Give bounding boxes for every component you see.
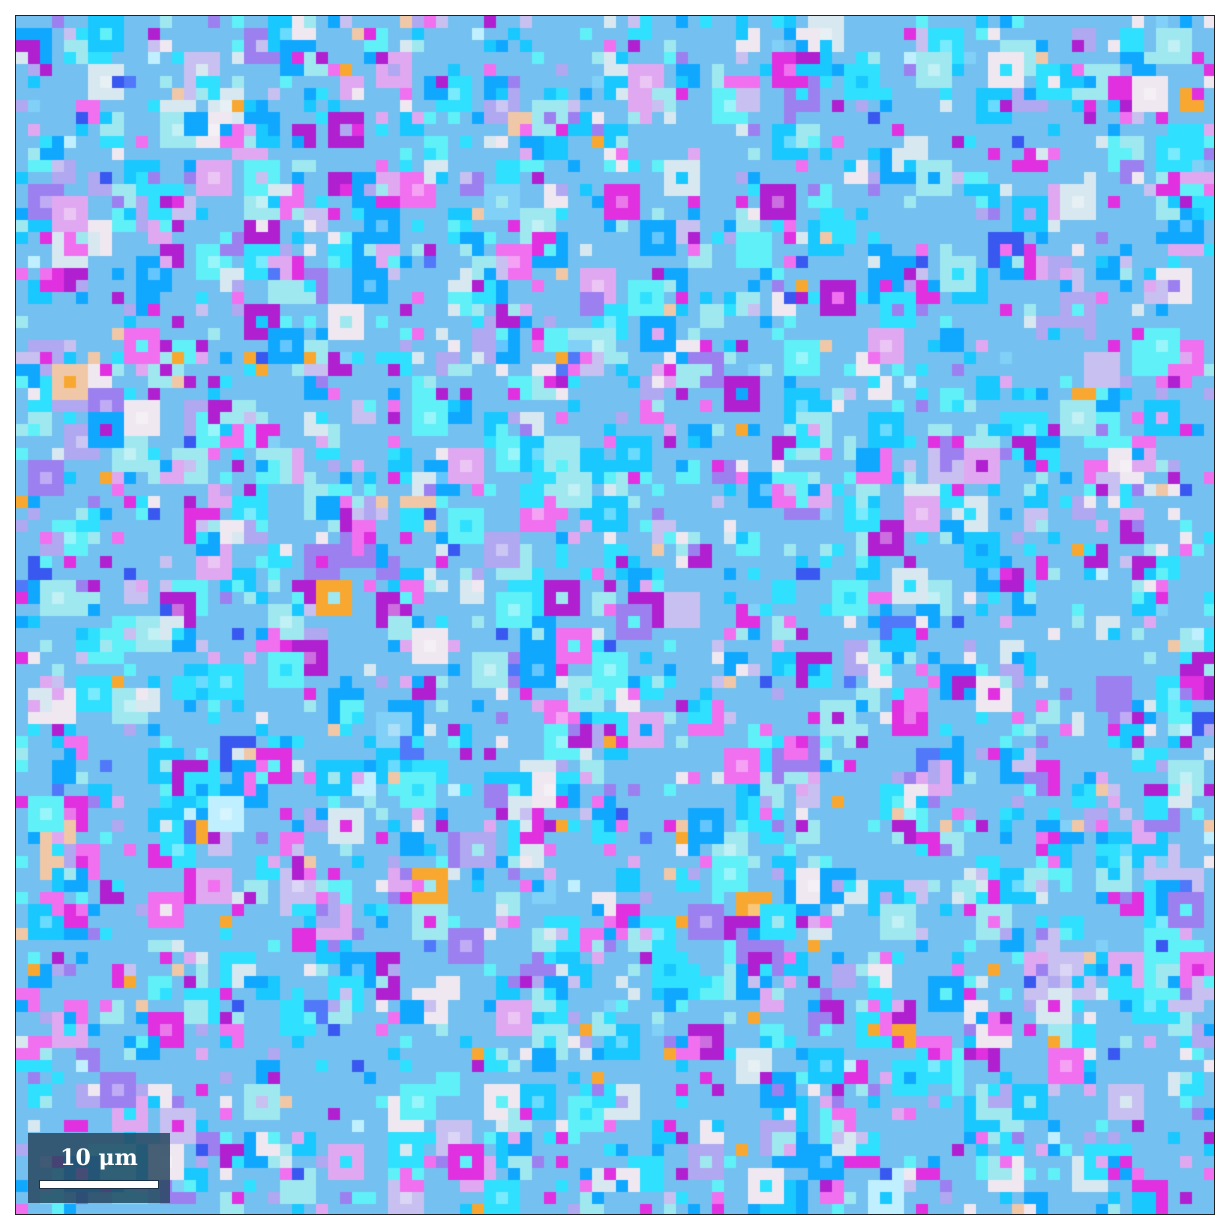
scale-bar: 10 μm xyxy=(28,1133,170,1203)
pixel-map-canvas xyxy=(16,16,1214,1214)
scale-bar-label: 10 μm xyxy=(60,1145,138,1171)
orientation-map: 10 μm xyxy=(15,15,1215,1215)
scale-bar-line xyxy=(39,1180,159,1189)
